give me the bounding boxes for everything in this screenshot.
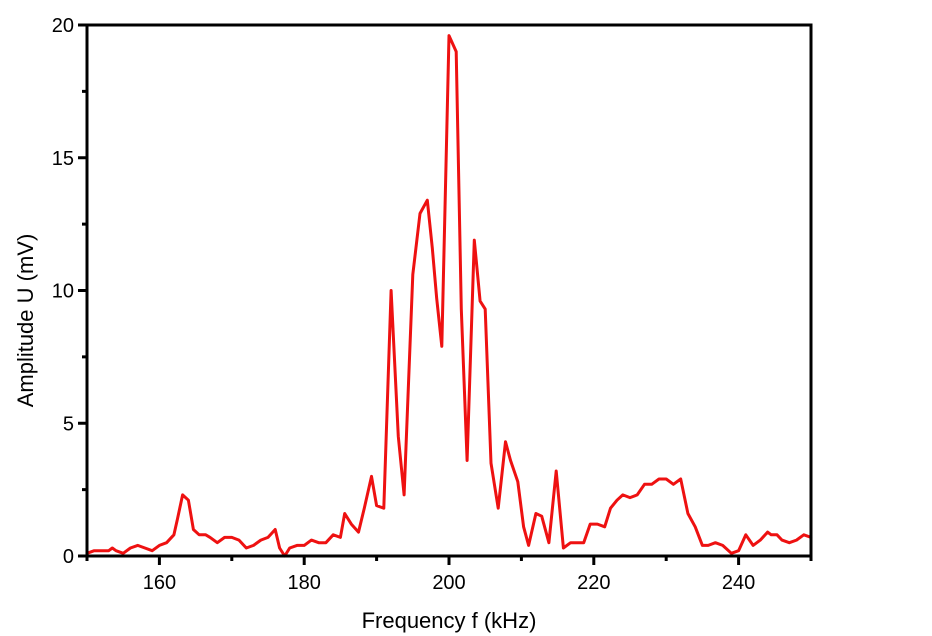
y-tick-label: 15: [52, 148, 74, 170]
series-line: [85, 34, 813, 558]
x-axis-title: Frequency f (kHz): [362, 608, 537, 633]
y-tick-label: 10: [52, 281, 74, 303]
x-tick-label: 180: [288, 572, 321, 594]
x-tick-label: 160: [143, 572, 176, 594]
x-tick-label: 240: [722, 572, 755, 594]
plot-frame: [85, 23, 813, 558]
x-tick-label: 200: [432, 572, 465, 594]
y-tick-label: 20: [52, 15, 74, 37]
y-axis-title: Amplitude U (mV): [13, 234, 38, 408]
y-tick-label: 5: [63, 413, 74, 435]
y-tick-label: 0: [63, 546, 74, 568]
x-tick-label: 220: [577, 572, 610, 594]
